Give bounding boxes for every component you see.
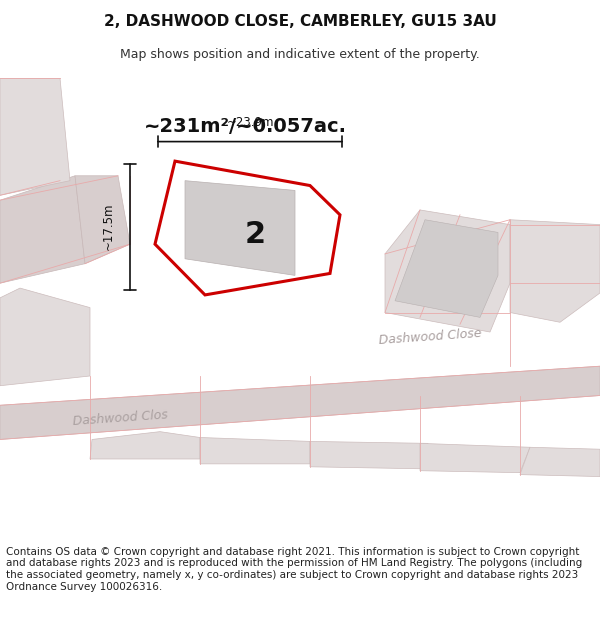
Polygon shape xyxy=(0,288,90,386)
Polygon shape xyxy=(520,448,600,476)
Polygon shape xyxy=(0,176,85,283)
Text: 2, DASHWOOD CLOSE, CAMBERLEY, GU15 3AU: 2, DASHWOOD CLOSE, CAMBERLEY, GU15 3AU xyxy=(104,14,496,29)
Text: Dashwood Clos: Dashwood Clos xyxy=(72,408,168,428)
Polygon shape xyxy=(185,181,295,276)
Polygon shape xyxy=(510,220,600,322)
Text: ~17.5m: ~17.5m xyxy=(101,202,115,250)
Polygon shape xyxy=(155,161,340,295)
Polygon shape xyxy=(90,432,200,459)
Text: Map shows position and indicative extent of the property.: Map shows position and indicative extent… xyxy=(120,48,480,61)
Text: Dashwood Close: Dashwood Close xyxy=(378,327,482,347)
Text: ~231m²/~0.057ac.: ~231m²/~0.057ac. xyxy=(143,118,347,136)
Polygon shape xyxy=(75,176,130,264)
Text: Contains OS data © Crown copyright and database right 2021. This information is : Contains OS data © Crown copyright and d… xyxy=(6,547,582,592)
Polygon shape xyxy=(310,441,428,469)
Polygon shape xyxy=(0,78,70,195)
Text: 2: 2 xyxy=(244,220,266,249)
Polygon shape xyxy=(200,438,310,464)
Polygon shape xyxy=(420,443,530,472)
Text: ~23.9m: ~23.9m xyxy=(226,116,274,129)
Polygon shape xyxy=(0,366,600,439)
Polygon shape xyxy=(385,210,510,332)
Polygon shape xyxy=(395,220,498,318)
